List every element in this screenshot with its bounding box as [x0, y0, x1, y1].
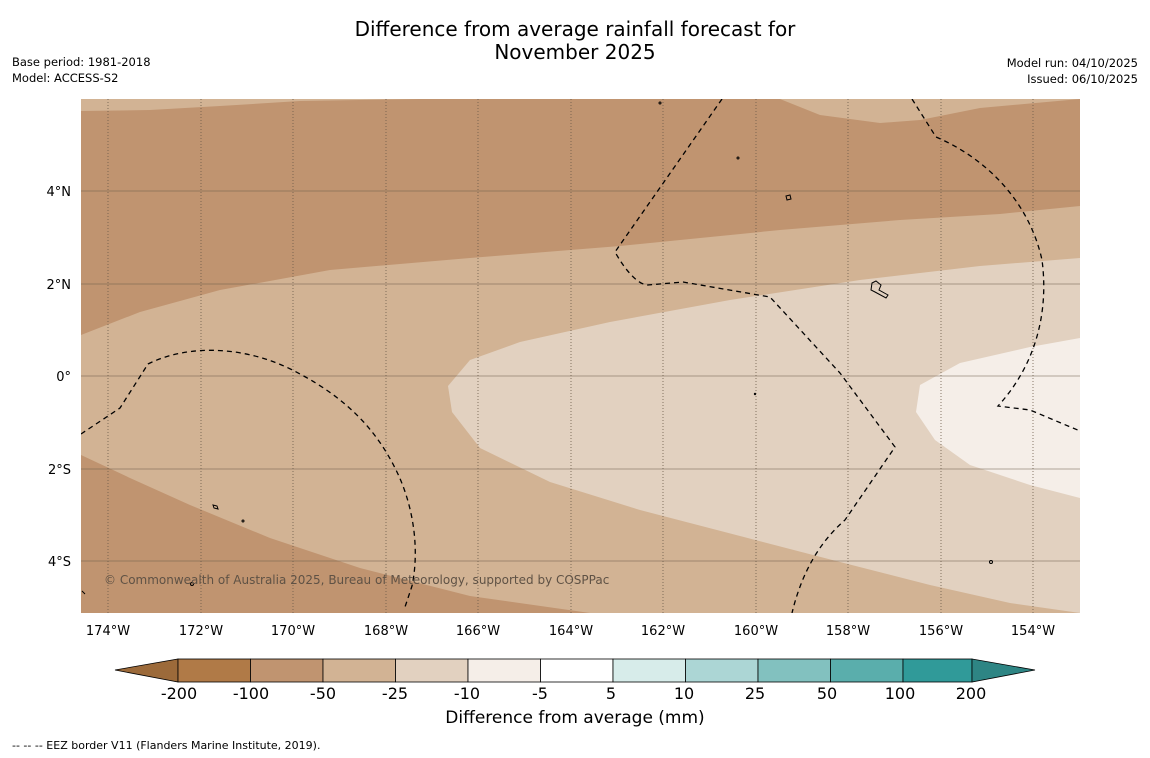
colorbar	[114, 658, 1036, 683]
meta-left: Base period: 1981-2018 Model: ACCESS-S2	[12, 54, 151, 86]
eez-border-east	[911, 99, 1080, 432]
island-dot-4	[190, 582, 194, 586]
colorbar-arrow-high	[971, 658, 1036, 683]
colorbar-tick: -50	[310, 684, 336, 703]
colorbar-segment	[250, 658, 324, 683]
colorbar-tick: -100	[233, 684, 269, 703]
lon-label: 158°W	[826, 624, 870, 639]
colorbar-tick: -200	[161, 684, 197, 703]
lon-label: 170°W	[271, 624, 315, 639]
islands	[81, 101, 993, 595]
lat-axis-labels: 4°N 2°N 0° 2°S 4°S	[47, 185, 72, 570]
colorbar-tick: 200	[956, 684, 987, 703]
colorbar-segment	[540, 658, 614, 683]
anomaly-band-minus25	[448, 258, 1080, 613]
island-dot-1	[736, 156, 740, 160]
eez-border-line-islands	[614, 99, 896, 613]
map-plot-area	[81, 99, 1080, 613]
lon-label: 172°W	[179, 624, 223, 639]
lon-label: 156°W	[919, 624, 963, 639]
island-kiritimati	[870, 280, 889, 299]
colorbar-ticks: -200 -100 -50 -25 -10 -5 5 10 25 50 100 …	[161, 684, 986, 703]
eez-border-kiribati-west	[81, 349, 416, 611]
island-dot-3	[241, 519, 245, 523]
island-kanton	[212, 504, 219, 510]
island-dot-2	[658, 101, 662, 105]
colorbar-tick: 25	[745, 684, 765, 703]
graticule	[81, 99, 1080, 613]
island-dot-5	[989, 560, 993, 564]
title-line-2: November 2025	[494, 40, 656, 64]
colorbar-title: Difference from average (mm)	[445, 708, 705, 728]
colorbar-segment	[395, 658, 469, 683]
anomaly-band-minus10	[916, 338, 1080, 498]
lat-label: 4°N	[47, 185, 72, 200]
colorbar-tick: 50	[817, 684, 837, 703]
colorbar-tick: 5	[606, 684, 616, 703]
parallels	[81, 190, 1080, 562]
lon-label: 166°W	[456, 624, 500, 639]
colorbar-segment	[685, 658, 759, 683]
colorbar-tick: 100	[885, 684, 916, 703]
colorbar-tick: -5	[532, 684, 548, 703]
colorbar-segment	[322, 658, 396, 683]
lon-axis-labels: 174°W 172°W 170°W 168°W 166°W 164°W 162°…	[86, 624, 1055, 639]
colorbar-segment	[177, 658, 251, 683]
lat-label: 4°S	[48, 555, 71, 570]
lon-label: 174°W	[86, 624, 130, 639]
colorbar-tick: 10	[674, 684, 694, 703]
meta-right: Model run: 04/10/2025 Issued: 06/10/2025	[1007, 55, 1138, 87]
issued-date: Issued: 06/10/2025	[1027, 72, 1138, 86]
colorbar-segment	[612, 658, 686, 683]
colorbar-segment	[830, 658, 904, 683]
colorbar-segment	[902, 658, 973, 683]
lon-label: 154°W	[1011, 624, 1055, 639]
colorbar-arrow-low	[114, 658, 179, 683]
island-starbuck	[785, 194, 792, 201]
model-name: Model: ACCESS-S2	[12, 71, 119, 85]
lat-label: 0°	[56, 370, 71, 385]
colorbar-segment	[467, 658, 541, 683]
eez-legend-note: -- -- -- EEZ border V11 (Flanders Marine…	[12, 739, 321, 752]
lon-label: 162°W	[641, 624, 685, 639]
lon-label: 164°W	[549, 624, 593, 639]
island-dot-6	[753, 392, 757, 396]
lon-label: 160°W	[734, 624, 778, 639]
lat-label: 2°S	[48, 463, 71, 478]
eez-borders	[81, 99, 1080, 613]
island-edge-mark	[81, 590, 86, 595]
title-line-1: Difference from average rainfall forecas…	[354, 17, 796, 41]
colorbar-tick: -25	[382, 684, 408, 703]
colorbar-segment	[757, 658, 831, 683]
colorbar-tick: -10	[454, 684, 480, 703]
copyright-text: © Commonwealth of Australia 2025, Bureau…	[104, 573, 609, 587]
model-run: Model run: 04/10/2025	[1006, 56, 1138, 70]
base-period: Base period: 1981-2018	[12, 55, 151, 69]
lon-label: 168°W	[364, 624, 408, 639]
map-title: Difference from average rainfall forecas…	[0, 18, 1150, 64]
lat-label: 2°N	[47, 278, 72, 293]
